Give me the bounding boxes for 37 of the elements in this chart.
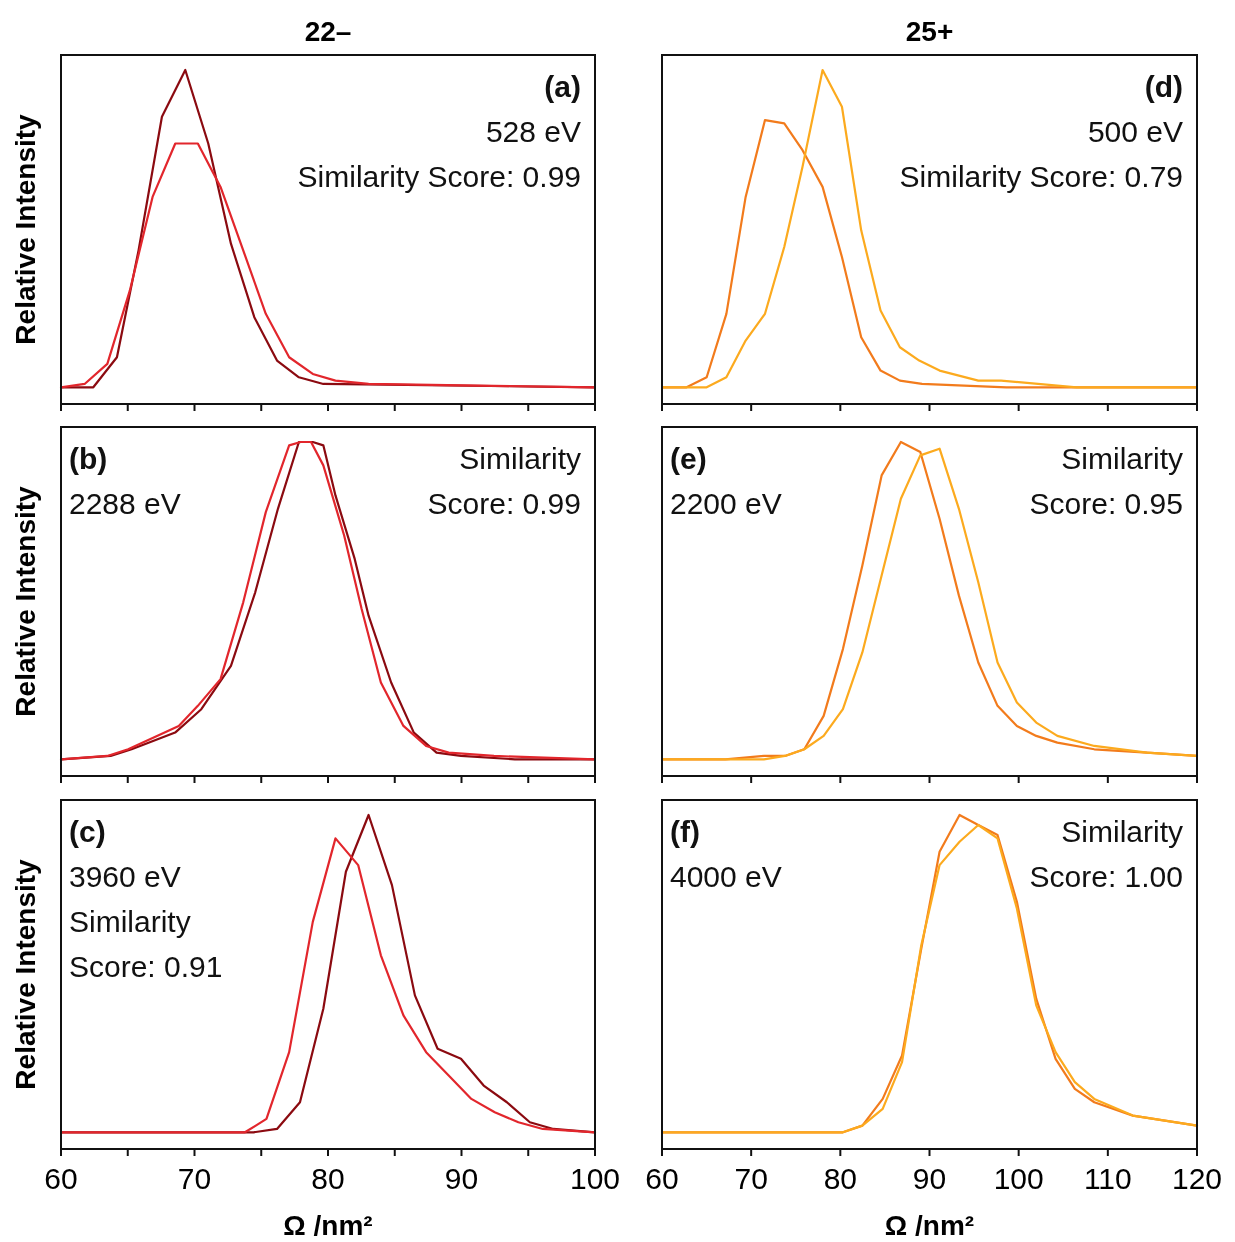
x-tick-label: 90 [912, 1162, 947, 1195]
x-tick-label: 80 [823, 1162, 858, 1195]
chart-title: 22– [304, 16, 352, 47]
annotation: (f) [670, 815, 700, 848]
annotation: Similarity Score: 0.99 [427, 442, 581, 520]
annotation: Similarity Score: 0.99 [297, 160, 581, 193]
annotation: 500 eV [1087, 115, 1183, 148]
annotation: Similarity Score: 0.91 [69, 905, 223, 983]
annotation: 2288 eV [69, 487, 181, 520]
x-tick-label: 60 [645, 1162, 679, 1195]
x-tick-label: 70 [734, 1162, 768, 1195]
x-tick-label: 100 [569, 1162, 621, 1195]
x-tick-label: 120 [1171, 1162, 1223, 1195]
x-tick-label: 60 [44, 1162, 78, 1195]
x-tick-label: 110 [1083, 1162, 1132, 1195]
annotation: (b) [69, 442, 108, 475]
annotation: Similarity Score: 1.00 [1029, 815, 1183, 893]
x-tick-label: 70 [177, 1162, 212, 1195]
annotation: (d) [1144, 70, 1183, 103]
annotation: 4000 eV [670, 860, 782, 893]
x-axis-title: Ω /nm² [884, 1210, 975, 1241]
x-tick-label: 90 [444, 1162, 479, 1195]
annotation: Similarity Score: 0.95 [1029, 442, 1183, 520]
annotation: (e) [670, 442, 707, 475]
annotation: 528 eV [485, 115, 581, 148]
annotation: Similarity Score: 0.79 [899, 160, 1183, 193]
y-axis-title: Relative Intensity [10, 485, 41, 717]
chart-title: 25+ [905, 16, 954, 47]
x-axis-title: Ω /nm² [283, 1210, 373, 1241]
annotation: (a) [544, 70, 581, 103]
annotation: (c) [69, 815, 106, 848]
y-axis-title: Relative Intensity [10, 113, 41, 345]
annotation: 2200 eV [670, 487, 782, 520]
x-tick-label: 80 [311, 1162, 345, 1195]
annotation: 3960 eV [69, 860, 181, 893]
x-tick-label: 100 [993, 1162, 1044, 1195]
y-axis-title: Relative Intensity [10, 858, 41, 1090]
